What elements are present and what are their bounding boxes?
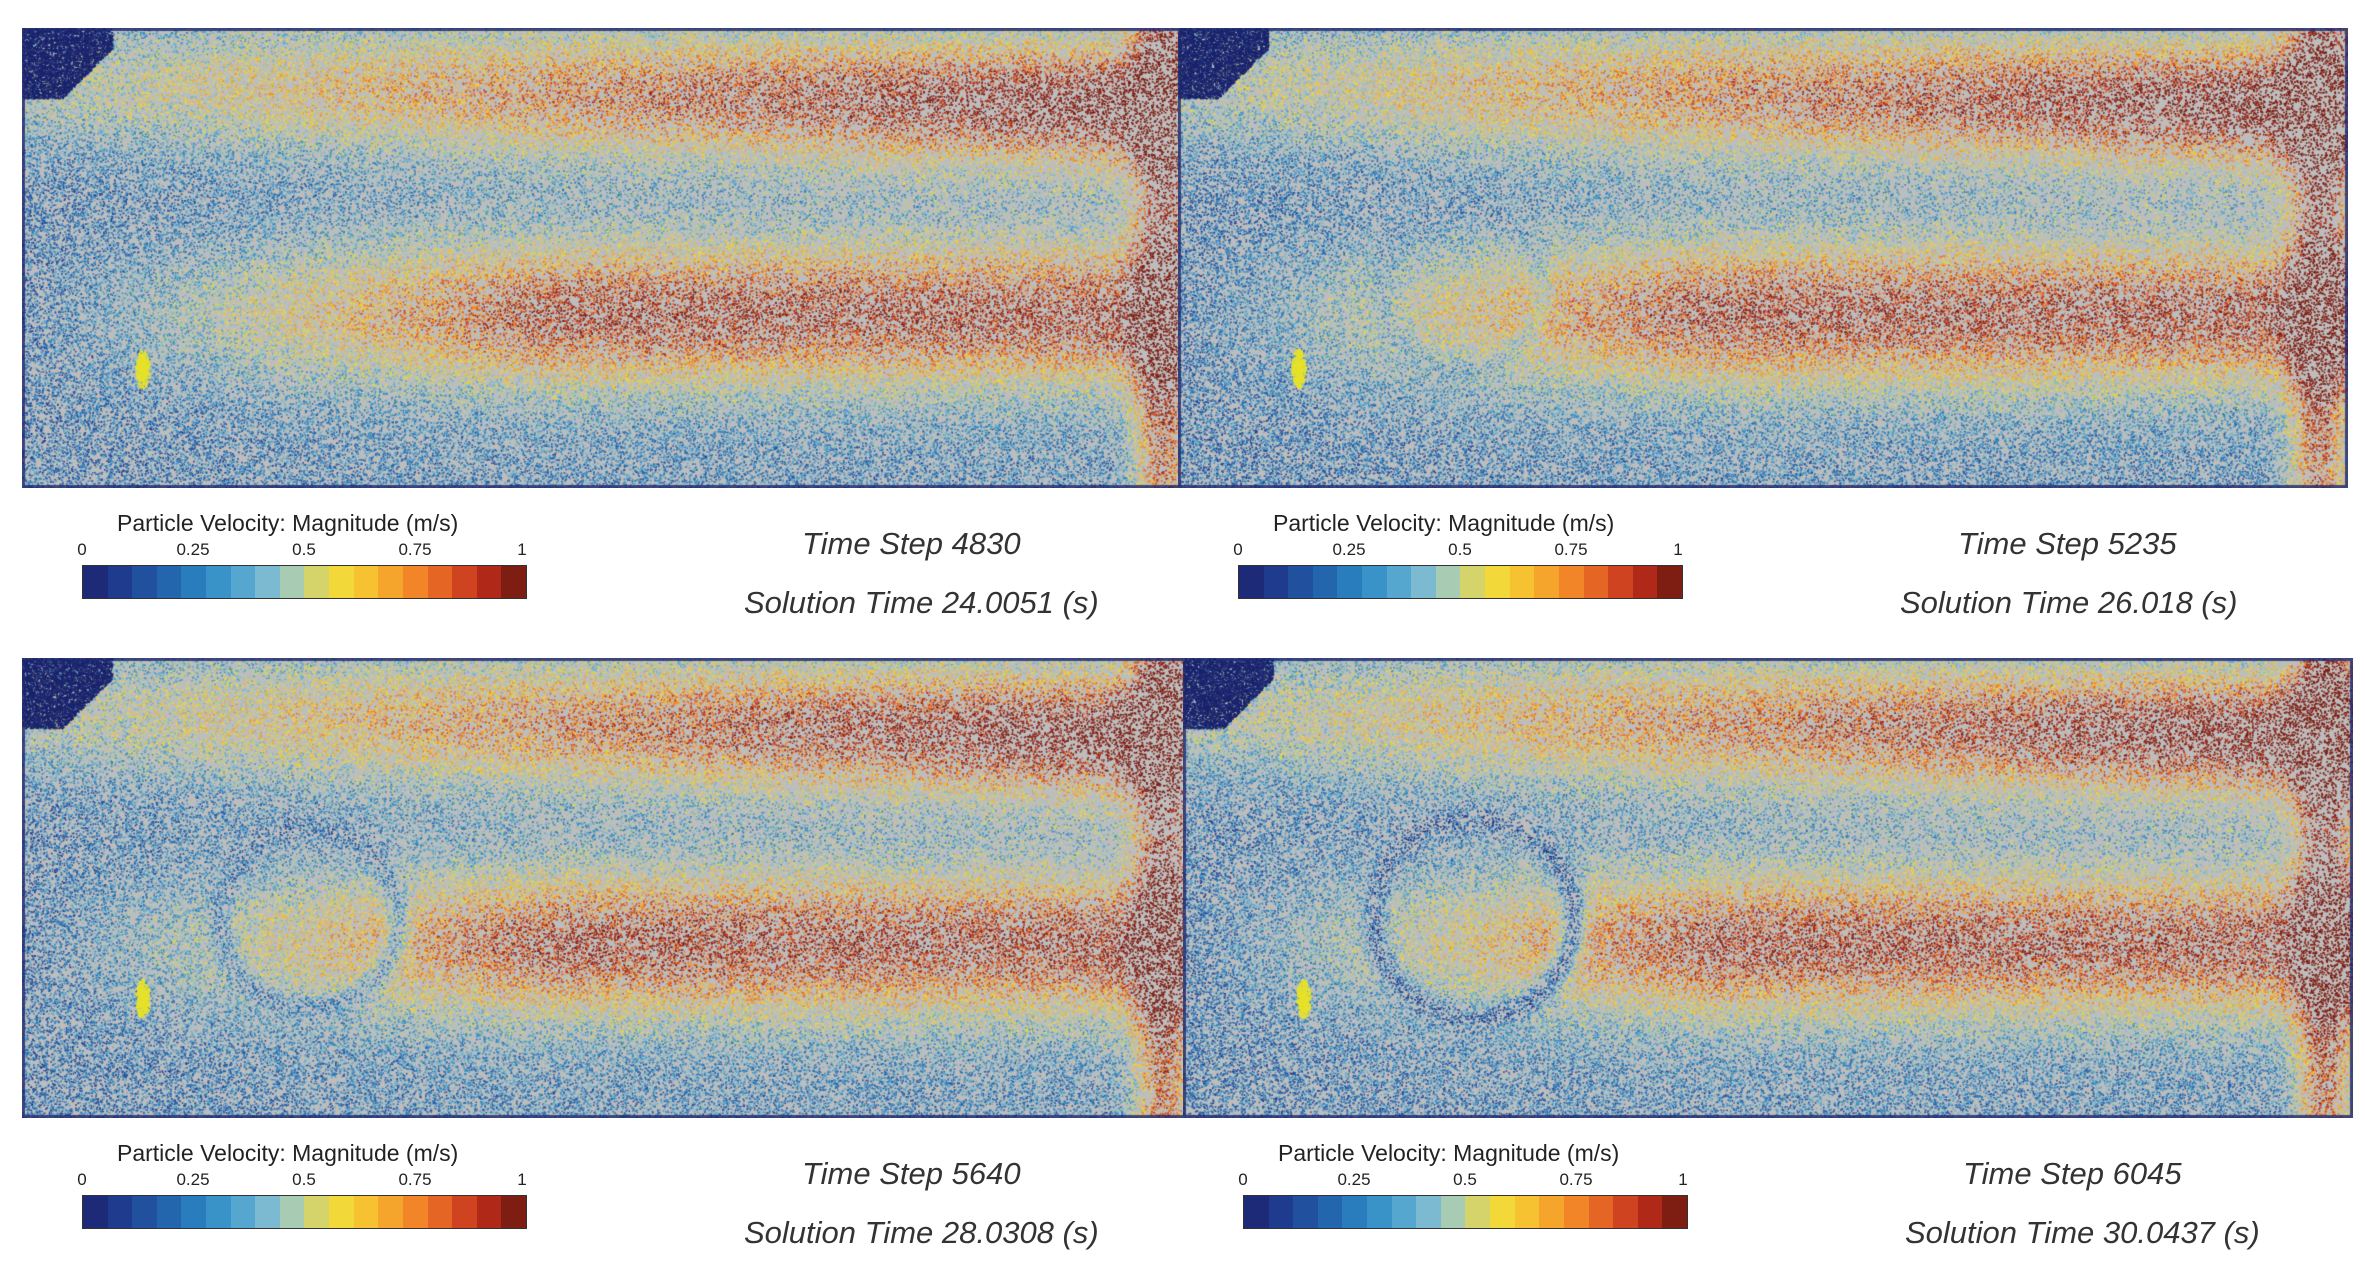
particle-velocity-field-image <box>22 28 1192 488</box>
legend-tick: 0 <box>77 1170 87 1189</box>
panel-4: Particle Velocity: Magnitude (m/s) 0 0.2… <box>1183 658 2353 1288</box>
time-step-label: Time Step 6045 <box>1963 1156 2182 1191</box>
velocity-colorbar-legend: Particle Velocity: Magnitude (m/s) 0 0.2… <box>1238 1140 1703 1235</box>
legend-title: Particle Velocity: Magnitude (m/s) <box>117 510 459 536</box>
legend-tick: 0.25 <box>1337 1170 1371 1189</box>
solution-time-label: Solution Time 30.0437 (s) <box>1905 1215 2260 1250</box>
legend-tick: 1 <box>1673 540 1683 559</box>
velocity-colorbar-legend: Particle Velocity: Magnitude (m/s) 0 0.2… <box>77 510 542 605</box>
legend-tick: 0 <box>1233 540 1243 559</box>
legend-tick: 0.5 <box>292 1170 316 1189</box>
solution-time-label: Solution Time 26.018 (s) <box>1900 585 2238 620</box>
particle-velocity-field-image <box>1178 28 2348 488</box>
panel-3: Particle Velocity: Magnitude (m/s) 0 0.2… <box>22 658 1192 1288</box>
legend-tick: 0.5 <box>1448 540 1472 559</box>
solution-time-label: Solution Time 28.0308 (s) <box>744 1215 1099 1250</box>
legend-tick: 0.5 <box>292 540 316 559</box>
colorbar <box>1243 1195 1688 1229</box>
legend-tick: 0.25 <box>1332 540 1366 559</box>
legend-tick: 1 <box>517 540 527 559</box>
particle-scatter-render <box>1178 28 2348 488</box>
legend-tick: 0.5 <box>1453 1170 1477 1189</box>
particle-velocity-field-image <box>22 658 1192 1118</box>
legend-tick: 0 <box>1238 1170 1248 1189</box>
velocity-colorbar-legend: Particle Velocity: Magnitude (m/s) 0 0.2… <box>1233 510 1698 605</box>
panel-2: Particle Velocity: Magnitude (m/s) 0 0.2… <box>1178 28 2348 658</box>
panel-1: Particle Velocity: Magnitude (m/s) 0 0.2… <box>22 28 1192 658</box>
legend-tick: 0 <box>77 540 87 559</box>
time-step-label: Time Step 5640 <box>802 1156 1021 1191</box>
legend-tick: 1 <box>517 1170 527 1189</box>
legend-title: Particle Velocity: Magnitude (m/s) <box>117 1140 459 1166</box>
legend-tick: 0.75 <box>1559 1170 1593 1189</box>
velocity-colorbar-legend: Particle Velocity: Magnitude (m/s) 0 0.2… <box>77 1140 542 1235</box>
solution-time-label: Solution Time 24.0051 (s) <box>744 585 1099 620</box>
legend-title: Particle Velocity: Magnitude (m/s) <box>1273 510 1615 536</box>
legend-tick: 1 <box>1678 1170 1688 1189</box>
legend-tick: 0.75 <box>398 1170 432 1189</box>
time-step-label: Time Step 4830 <box>802 526 1021 561</box>
particle-scatter-render <box>1183 658 2353 1118</box>
legend-tick: 0.75 <box>398 540 432 559</box>
colorbar <box>1238 565 1683 599</box>
particle-scatter-render <box>22 28 1192 488</box>
colorbar <box>82 1195 527 1229</box>
particle-velocity-field-image <box>1183 658 2353 1118</box>
legend-title: Particle Velocity: Magnitude (m/s) <box>1278 1140 1620 1166</box>
time-step-label: Time Step 5235 <box>1958 526 2177 561</box>
legend-tick: 0.25 <box>176 1170 210 1189</box>
colorbar <box>82 565 527 599</box>
particle-scatter-render <box>22 658 1192 1118</box>
legend-tick: 0.75 <box>1554 540 1588 559</box>
legend-tick: 0.25 <box>176 540 210 559</box>
